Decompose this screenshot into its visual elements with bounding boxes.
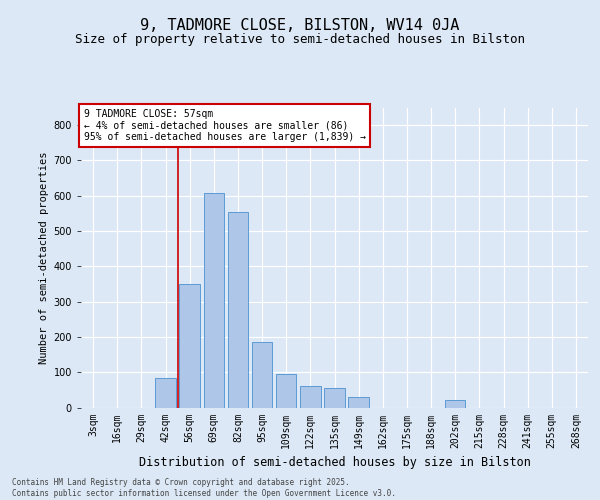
- Y-axis label: Number of semi-detached properties: Number of semi-detached properties: [40, 151, 49, 364]
- Bar: [179, 284, 200, 408]
- X-axis label: Distribution of semi-detached houses by size in Bilston: Distribution of semi-detached houses by …: [139, 456, 530, 469]
- Bar: [349, 397, 369, 407]
- Bar: [445, 400, 466, 407]
- Bar: [155, 378, 176, 408]
- Bar: [227, 212, 248, 408]
- Text: Contains HM Land Registry data © Crown copyright and database right 2025.
Contai: Contains HM Land Registry data © Crown c…: [12, 478, 396, 498]
- Bar: [300, 386, 320, 407]
- Text: Size of property relative to semi-detached houses in Bilston: Size of property relative to semi-detach…: [75, 32, 525, 46]
- Bar: [203, 193, 224, 408]
- Bar: [276, 374, 296, 408]
- Text: 9 TADMORE CLOSE: 57sqm
← 4% of semi-detached houses are smaller (86)
95% of semi: 9 TADMORE CLOSE: 57sqm ← 4% of semi-deta…: [83, 109, 365, 142]
- Bar: [324, 388, 345, 407]
- Text: 9, TADMORE CLOSE, BILSTON, WV14 0JA: 9, TADMORE CLOSE, BILSTON, WV14 0JA: [140, 18, 460, 32]
- Bar: [252, 342, 272, 407]
